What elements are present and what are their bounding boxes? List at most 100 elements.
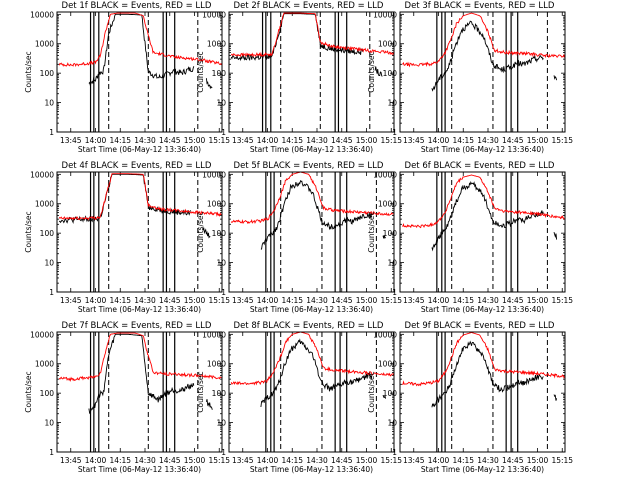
x-tick-label: 14:00: [428, 296, 450, 305]
panel-title: Det 3f BLACK = Events, RED = LLD: [405, 1, 555, 11]
x-tick-label: 14:15: [281, 456, 303, 465]
y-tick-label: 1000: [207, 200, 226, 209]
lld-series-line: [58, 173, 222, 221]
y-tick-label: 1: [49, 128, 54, 137]
x-tick-label: 14:15: [109, 136, 131, 145]
x-tick-label: 14:15: [281, 296, 303, 305]
detector-panel-9: 1 10 100 1000 10000 13:45 14:00 14:15 14:30 14:45…: [367, 321, 573, 474]
lld-series-line: [402, 12, 565, 68]
x-tick-label: 15:15: [380, 456, 402, 465]
panel-title: Det 1f BLACK = Events, RED = LLD: [62, 1, 212, 11]
x-axis-label: Start Time (06-May-12 13:36:40): [78, 305, 201, 314]
panel-title: Det 8f BLACK = Events, RED = LLD: [234, 321, 384, 331]
x-tick-label: 14:45: [502, 456, 524, 465]
y-tick-label: 10: [216, 419, 226, 428]
events-series-line: [382, 394, 387, 399]
events-series-line: [374, 66, 383, 77]
x-tick-label: 13:45: [60, 296, 82, 305]
plot-frame: [228, 171, 395, 293]
events-series-line: [205, 399, 213, 410]
x-tick-label: 15:15: [551, 136, 573, 145]
y-axis-label: Counts/sec: [367, 371, 376, 412]
x-tick-label: 13:45: [403, 296, 425, 305]
events-series-line: [202, 227, 211, 239]
y-tick-label: 1000: [207, 40, 226, 49]
y-tick-label: 1: [221, 128, 226, 137]
events-series-line: [553, 231, 558, 240]
y-tick-label: 1000: [378, 360, 397, 369]
events-series-line: [58, 173, 191, 225]
x-tick-label: 14:15: [452, 296, 474, 305]
x-axis-label: Start Time (06-May-12 13:36:40): [421, 465, 544, 474]
x-tick-label: 14:30: [306, 136, 328, 145]
x-tick-label: 15:15: [208, 296, 230, 305]
y-tick-label: 1000: [378, 40, 397, 49]
detector-panel-6: 1 10 100 1000 10000 13:45 14:00 14:15 14:30 14:45…: [367, 161, 573, 314]
x-tick-label: 13:45: [403, 456, 425, 465]
events-series-line: [553, 75, 558, 81]
x-tick-label: 15:15: [380, 296, 402, 305]
x-tick-label: 14:45: [331, 296, 353, 305]
y-axis-label: Counts/sec: [196, 371, 205, 412]
y-axis-label: Counts/sec: [367, 211, 376, 252]
x-tick-label: 15:00: [527, 296, 549, 305]
events-series-line: [431, 181, 544, 252]
x-tick-label: 14:15: [109, 296, 131, 305]
y-axis-label: Counts/sec: [196, 51, 205, 92]
x-axis-label: Start Time (06-May-12 13:36:40): [421, 305, 544, 314]
y-tick-label: 1000: [35, 360, 54, 369]
x-tick-label: 14:15: [452, 136, 474, 145]
x-axis-label: Start Time (06-May-12 13:36:40): [250, 465, 373, 474]
y-tick-label: 100: [40, 389, 55, 398]
x-tick-label: 14:30: [134, 136, 156, 145]
y-tick-label: 100: [40, 229, 55, 238]
y-tick-label: 10000: [373, 170, 397, 179]
x-tick-label: 14:00: [85, 136, 107, 145]
plot-frame: [399, 11, 566, 133]
x-axis-label: Start Time (06-May-12 13:36:40): [421, 145, 544, 154]
x-tick-label: 14:15: [281, 136, 303, 145]
x-tick-label: 15:15: [208, 136, 230, 145]
y-tick-label: 1: [49, 448, 54, 457]
y-tick-label: 1000: [207, 360, 226, 369]
x-tick-label: 13:45: [232, 296, 254, 305]
plot-frame: [399, 331, 566, 453]
x-tick-label: 14:00: [257, 456, 279, 465]
x-axis-label: Start Time (06-May-12 13:36:40): [250, 145, 373, 154]
x-tick-label: 15:00: [356, 136, 378, 145]
x-tick-label: 14:45: [159, 296, 181, 305]
detector-panel-3: 1 10 100 1000 10000 13:45 14:00 14:15 14:30 14:45…: [367, 1, 573, 154]
y-tick-label: 10: [44, 419, 54, 428]
panel-title: Det 7f BLACK = Events, RED = LLD: [62, 321, 212, 331]
x-tick-label: 15:15: [208, 456, 230, 465]
y-tick-label: 100: [40, 69, 55, 78]
x-tick-label: 15:00: [356, 456, 378, 465]
y-tick-label: 10000: [30, 10, 54, 19]
detector-panel-5: 1 10 100 1000 10000 13:45 14:00 14:15 14:30 14:45…: [196, 161, 402, 314]
x-tick-label: 14:45: [331, 456, 353, 465]
x-tick-label: 14:30: [477, 456, 499, 465]
x-tick-label: 14:30: [134, 456, 156, 465]
y-tick-label: 100: [212, 389, 227, 398]
x-tick-label: 15:15: [551, 456, 573, 465]
y-tick-label: 1000: [35, 200, 54, 209]
detector-panel-2: 1 10 100 1000 10000 13:45 14:00 14:15 14:30 14:45…: [196, 1, 402, 154]
panel-title: Det 2f BLACK = Events, RED = LLD: [234, 1, 384, 11]
panel-title: Det 9f BLACK = Events, RED = LLD: [405, 321, 555, 331]
x-axis-label: Start Time (06-May-12 13:36:40): [78, 465, 201, 474]
detector-panel-8: 1 10 100 1000 10000 13:45 14:00 14:15 14:30 14:45…: [196, 321, 402, 474]
x-tick-label: 13:45: [60, 456, 82, 465]
events-series-line: [205, 78, 213, 90]
x-tick-label: 15:00: [356, 296, 378, 305]
lld-series-line: [58, 12, 222, 68]
panel-title: Det 6f BLACK = Events, RED = LLD: [405, 161, 555, 171]
x-tick-label: 14:15: [452, 456, 474, 465]
y-tick-label: 1: [221, 448, 226, 457]
y-tick-label: 10: [44, 99, 54, 108]
y-tick-label: 1000: [378, 200, 397, 209]
x-tick-label: 14:45: [159, 456, 181, 465]
events-series-line: [88, 13, 195, 87]
y-tick-label: 10000: [30, 170, 54, 179]
x-tick-label: 14:30: [306, 456, 328, 465]
lld-series-line: [230, 172, 394, 225]
